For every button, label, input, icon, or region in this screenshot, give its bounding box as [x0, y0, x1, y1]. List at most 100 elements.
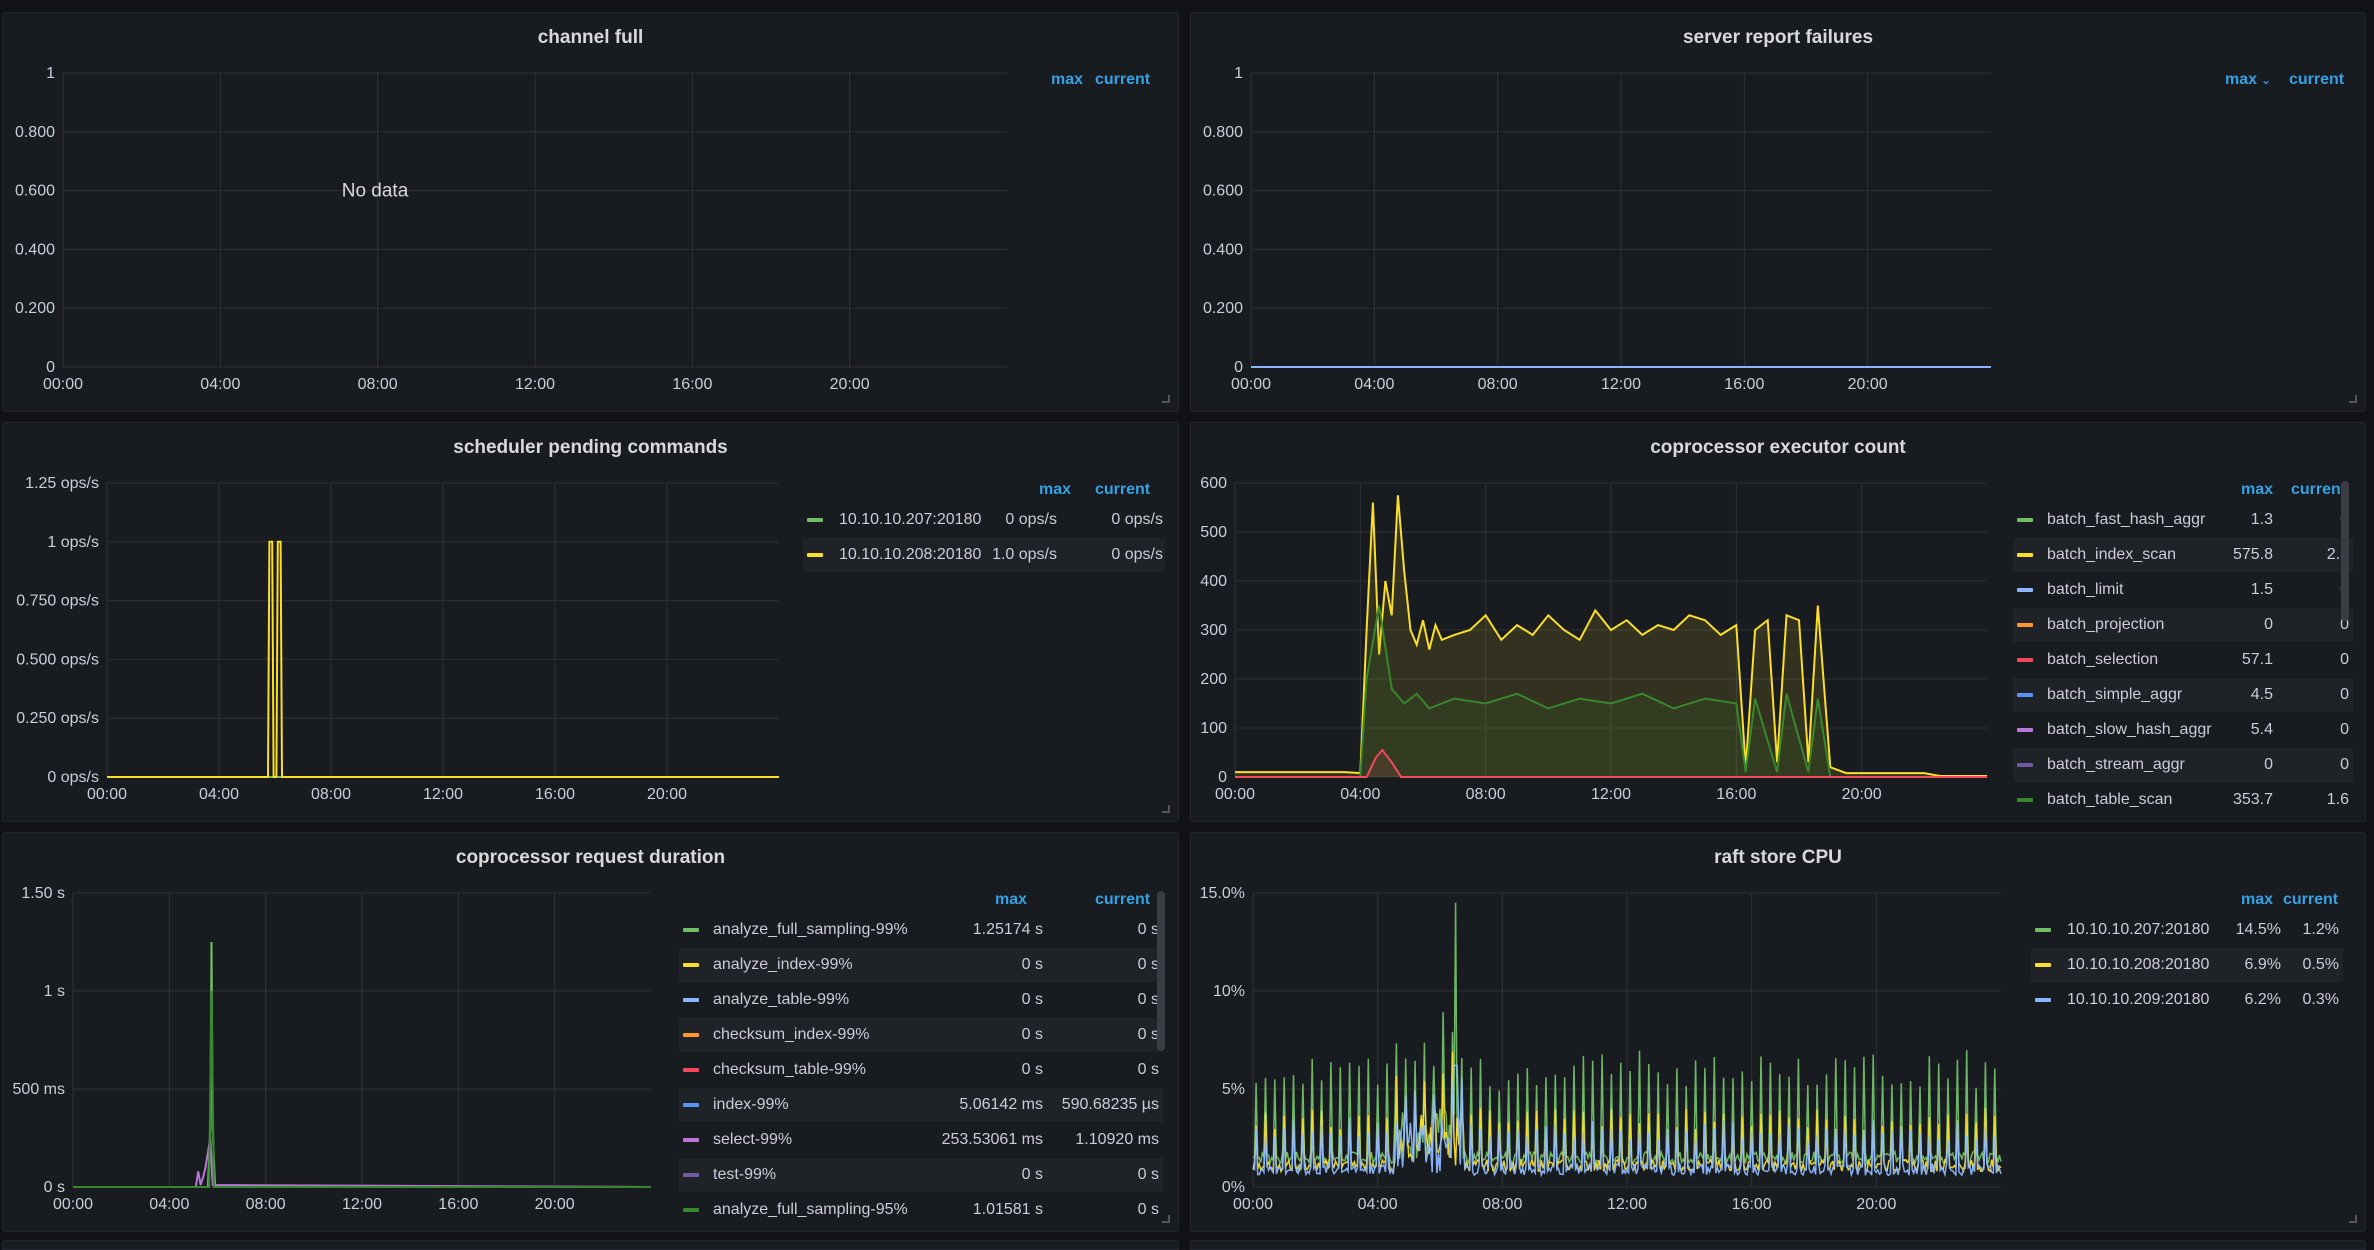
series-color-swatch[interactable]	[2035, 963, 2051, 967]
series-color-swatch[interactable]	[2017, 693, 2033, 697]
legend-header-max[interactable]: max	[2241, 891, 2274, 908]
legend-item[interactable]: test-99% 0 s 0 s	[679, 1158, 1163, 1192]
panel-title[interactable]: server report failures	[1682, 27, 1874, 48]
legend-item[interactable]: batch_projection 0 0	[2013, 608, 2353, 642]
chart-server-report-failures[interactable]: 0 0.200 0.400 0.600 0.800 1 00:00 04:00 08:00 12:…	[1191, 13, 2366, 412]
legend-series-name[interactable]: 10.10.10.208:20180	[2067, 956, 2210, 973]
legend-item[interactable]: checksum_table-99% 0 s 0 s	[679, 1053, 1163, 1087]
series-color-swatch[interactable]	[2017, 553, 2033, 557]
legend-item[interactable]: 10.10.10.207:20180 0 ops/s 0 ops/s	[803, 503, 1165, 537]
series-color-swatch[interactable]	[2035, 998, 2051, 1002]
legend-series-name[interactable]: index-99%	[713, 1096, 789, 1113]
chart-coprocessor-duration[interactable]: 0 s 500 ms 1 s 1.50 s 00:00 04:00 08:00 12:00 16…	[3, 833, 1179, 1232]
legend-item[interactable]: batch_selection 57.1 0	[2013, 643, 2353, 677]
legend-item[interactable]: analyze_full_sampling-99% 1.25174 s 0 s	[679, 913, 1163, 947]
legend-scrollbar[interactable]	[2341, 481, 2349, 621]
legend-header-max[interactable]: max	[1051, 71, 1084, 88]
legend-item[interactable]: index-99% 5.06142 ms 590.68235 µs	[679, 1088, 1163, 1122]
chart-raft-store-cpu[interactable]: 0% 5% 10% 15.0% 00:00 04:00 08:00 12:00 16:00 20:…	[1191, 833, 2366, 1232]
legend-series-name[interactable]: batch_table_scan	[2047, 791, 2173, 808]
series-color-swatch[interactable]	[2017, 588, 2033, 592]
panel-title[interactable]: coprocessor request duration	[455, 847, 726, 868]
legend-header-max[interactable]: max ⌄	[2225, 71, 2271, 89]
legend-item[interactable]: batch_simple_aggr 4.5 0	[2013, 678, 2353, 712]
series-color-swatch[interactable]	[2017, 728, 2033, 732]
legend-series-name[interactable]: 10.10.10.207:20180	[839, 511, 982, 528]
series-color-swatch[interactable]	[683, 1103, 699, 1107]
legend-series-name[interactable]: select-99%	[713, 1131, 793, 1148]
legend-header-max[interactable]: max	[1039, 481, 1072, 498]
series-color-swatch[interactable]	[2035, 928, 2051, 932]
legend-item[interactable]: 10.10.10.208:20180 1.0 ops/s 0 ops/s	[803, 538, 1165, 572]
series-color-swatch[interactable]	[2017, 658, 2033, 662]
legend-scrollbar[interactable]	[1157, 891, 1165, 1051]
legend-item[interactable]: batch_index_scan 575.8 2.6	[2013, 538, 2353, 572]
legend-series-name[interactable]: batch_simple_aggr	[2047, 686, 2183, 703]
legend-header-current[interactable]: current	[2291, 481, 2347, 498]
legend-series-name[interactable]: batch_stream_aggr	[2047, 756, 2185, 773]
resize-handle[interactable]	[1162, 1215, 1170, 1223]
legend-header-current[interactable]: current	[2289, 71, 2345, 88]
legend-series-name[interactable]: checksum_index-99%	[713, 1026, 870, 1043]
legend-series-name[interactable]: 10.10.10.208:20180	[839, 546, 982, 563]
series-color-swatch[interactable]	[683, 1068, 699, 1072]
legend-series-name[interactable]: analyze_index-99%	[713, 956, 853, 973]
legend-series-name[interactable]: batch_projection	[2047, 616, 2165, 633]
legend-item[interactable]: checksum_index-99% 0 s 0 s	[679, 1018, 1163, 1052]
legend-series-name[interactable]: analyze_full_sampling-95%	[713, 1201, 908, 1218]
panel-title[interactable]: coprocessor executor count	[1650, 437, 1906, 458]
resize-handle[interactable]	[1162, 395, 1170, 403]
series-color-swatch[interactable]	[683, 1033, 699, 1037]
legend-series-name[interactable]: batch_slow_hash_aggr	[2047, 721, 2212, 738]
legend-series-name[interactable]: batch_index_scan	[2047, 546, 2176, 563]
legend-header-current[interactable]: current	[1095, 481, 1151, 498]
series-color-swatch[interactable]	[807, 518, 823, 522]
panel-title[interactable]: raft store CPU	[1714, 847, 1842, 868]
series-color-swatch[interactable]	[683, 1208, 699, 1212]
legend-item[interactable]: select-99% 253.53061 ms 1.10920 ms	[679, 1123, 1163, 1157]
series-color-swatch[interactable]	[2017, 763, 2033, 767]
legend-series-name[interactable]: 10.10.10.207:20180	[2067, 921, 2210, 938]
series-color-swatch[interactable]	[683, 928, 699, 932]
series-color-swatch[interactable]	[683, 1173, 699, 1177]
panel-title[interactable]: scheduler pending commands	[453, 437, 728, 458]
series-color-swatch[interactable]	[2017, 623, 2033, 627]
legend-series-name[interactable]: analyze_table-99%	[713, 991, 850, 1008]
legend-series-name[interactable]: checksum_table-99%	[713, 1061, 866, 1078]
series-color-swatch[interactable]	[683, 998, 699, 1002]
series-color-swatch[interactable]	[683, 963, 699, 967]
legend-series-name[interactable]: analyze_full_sampling-99%	[713, 921, 908, 938]
legend-item[interactable]: 10.10.10.209:20180 6.2% 0.3%	[2031, 983, 2343, 1017]
legend-header-current[interactable]: current	[2283, 891, 2339, 908]
legend-header-current[interactable]: current	[1095, 71, 1151, 88]
legend-item[interactable]: batch_stream_aggr 0 0	[2013, 748, 2353, 782]
legend-series-name[interactable]: batch_fast_hash_aggr	[2047, 511, 2206, 528]
legend-item[interactable]: analyze_full_sampling-95% 1.01581 s 0 s	[679, 1193, 1163, 1227]
resize-handle[interactable]	[2349, 395, 2357, 403]
legend-item[interactable]: 10.10.10.208:20180 6.9% 0.5%	[2031, 948, 2343, 982]
resize-handle[interactable]	[1162, 805, 1170, 813]
legend-item[interactable]: 10.10.10.207:20180 14.5% 1.2%	[2031, 913, 2343, 947]
legend-item[interactable]: batch_table_scan 353.7 1.6	[2013, 783, 2353, 817]
series-color-swatch[interactable]	[2017, 798, 2033, 802]
legend-header-max[interactable]: max	[2241, 481, 2274, 498]
legend-item[interactable]: analyze_table-99% 0 s 0 s	[679, 983, 1163, 1017]
resize-handle[interactable]	[2349, 1215, 2357, 1223]
legend-header-current[interactable]: current	[1095, 891, 1151, 908]
legend-item[interactable]: batch_slow_hash_aggr 5.4 0	[2013, 713, 2353, 747]
legend-series-name[interactable]: batch_selection	[2047, 651, 2159, 668]
legend-series-name[interactable]: 10.10.10.209:20180	[2067, 991, 2210, 1008]
series-color-swatch[interactable]	[683, 1138, 699, 1142]
legend-series-name[interactable]: batch_limit	[2047, 581, 2124, 598]
legend-item[interactable]: analyze_index-99% 0 s 0 s	[679, 948, 1163, 982]
legend-header-max[interactable]: max	[995, 891, 1028, 908]
series-color-swatch[interactable]	[807, 553, 823, 557]
legend-series-name[interactable]: test-99%	[713, 1166, 777, 1183]
chart-channel-full[interactable]: 0 0.200 0.400 0.600 0.800 1 00:00 04:00 08:00 12:…	[3, 13, 1179, 412]
series-color-swatch[interactable]	[2017, 518, 2033, 522]
panel-title[interactable]: channel full	[537, 27, 644, 48]
chart-scheduler-pending[interactable]: 0 ops/s 0.250 ops/s 0.500 ops/s 0.750 ops/s…	[3, 423, 1179, 822]
chart-coprocessor-executor[interactable]: 0 100 200 300 400 500 600 00:00 04:00 08:00 12:00 1…	[1191, 423, 2366, 822]
